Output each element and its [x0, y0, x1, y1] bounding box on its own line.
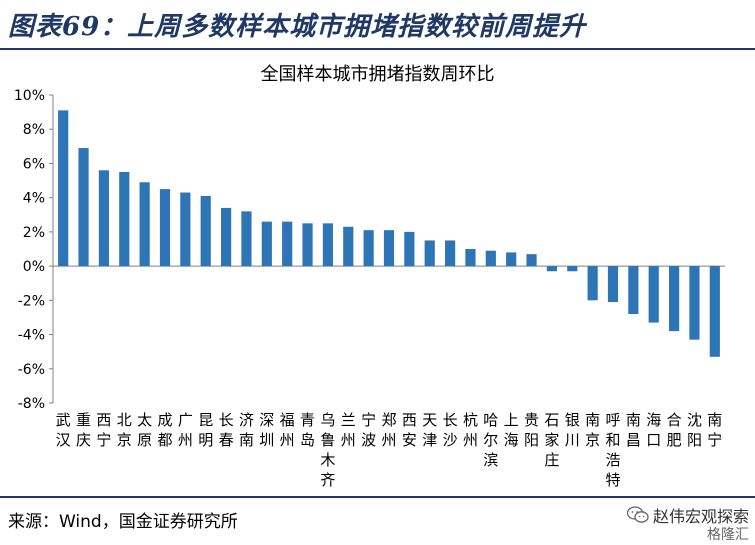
- x-tick-label: 武汉: [56, 411, 71, 449]
- figure-title: 图表69：上周多数样本城市拥堵指数较前周提升: [8, 12, 587, 42]
- y-tick-label: -2%: [18, 293, 45, 309]
- bar: [200, 195, 211, 267]
- y-tick-label: -8%: [18, 396, 45, 412]
- x-tick-label: 贵阳: [524, 411, 539, 449]
- bar: [465, 249, 476, 267]
- bar: [404, 231, 415, 267]
- bar: [302, 223, 313, 267]
- watermark: 赵伟宏观探索: [626, 503, 749, 527]
- bar: [58, 110, 69, 267]
- bar: [98, 170, 109, 267]
- x-tick-label: 长春: [219, 411, 234, 449]
- x-tick-label: 北京: [117, 411, 132, 449]
- x-tick-label: 呼和浩特: [605, 411, 620, 489]
- x-tick-label: 杭州: [463, 411, 478, 449]
- x-tick-label: 成都: [157, 411, 172, 449]
- bar: [607, 266, 619, 303]
- bar: [709, 266, 720, 357]
- x-tick-label: 乌鲁木齐: [320, 411, 335, 489]
- y-tick-label: 10%: [14, 88, 45, 104]
- x-tick-label: 石家庄: [544, 411, 559, 469]
- x-tick-label: 深圳: [259, 411, 274, 449]
- x-tick-label: 济南: [239, 411, 254, 449]
- bar: [221, 207, 232, 267]
- bar: [78, 148, 89, 267]
- y-tick-label: 6%: [23, 156, 45, 172]
- bar: [282, 221, 293, 267]
- x-tick-label: 沈阳: [687, 411, 702, 449]
- x-tick-label: 天津: [422, 411, 437, 449]
- x-tick-label: 合肥: [667, 411, 682, 449]
- x-tick-label: 郑州: [381, 411, 396, 449]
- x-tick-label: 青岛: [300, 411, 315, 449]
- bar: [363, 230, 374, 267]
- y-tick-label: 0%: [23, 259, 45, 275]
- x-tick-label: 海口: [646, 411, 661, 449]
- bar: [180, 192, 191, 267]
- y-tick-label: 4%: [23, 191, 45, 207]
- x-tick-label: 兰州: [341, 411, 356, 449]
- title-divider: [0, 48, 755, 50]
- bar: [546, 266, 557, 272]
- x-tick-label: 宁波: [361, 411, 376, 449]
- bar: [139, 182, 150, 267]
- x-tick-label: 南昌: [626, 411, 641, 449]
- watermark-text: 赵伟宏观探索: [652, 507, 749, 526]
- x-tick-label: 广州: [178, 411, 193, 449]
- y-tick-label: 8%: [23, 122, 45, 138]
- bar: [445, 240, 456, 267]
- x-tick-label: 南宁: [707, 411, 722, 449]
- bar-chart: 10% 8% 6% 4% 2% 0% -2% -4% -6% -8% 武汉重庆西宁北京太原成都广州昆…: [14, 88, 725, 489]
- x-tick-label: 福州: [280, 411, 295, 449]
- bar: [383, 230, 395, 267]
- bar: [628, 266, 639, 315]
- x-tick-label: 哈尔滨: [483, 411, 498, 469]
- bar: [322, 223, 333, 267]
- bar: [241, 211, 252, 267]
- bar: [485, 250, 496, 267]
- bar: [159, 189, 171, 267]
- bar: [506, 252, 517, 267]
- y-tick-label: 2%: [23, 225, 45, 241]
- bar: [669, 266, 680, 332]
- x-tick-label: 重庆: [76, 411, 91, 449]
- footer-divider: [0, 496, 755, 498]
- y-tick-label: -4%: [18, 328, 45, 344]
- x-tick-label: 长沙: [443, 411, 458, 449]
- bar: [119, 172, 130, 267]
- x-tick-label: 昆明: [198, 411, 213, 449]
- watermark-sub: 格隆汇: [707, 527, 749, 543]
- x-tick-label: 太原: [137, 411, 152, 449]
- x-tick-label: 西安: [402, 411, 417, 449]
- chart-title: 全国样本城市拥堵指数周环比: [260, 64, 495, 85]
- bar: [526, 254, 537, 267]
- bar: [567, 266, 578, 272]
- x-tick-label: 西宁: [96, 411, 111, 449]
- y-tick-label: -6%: [18, 362, 45, 378]
- bar: [689, 266, 700, 340]
- bar: [587, 266, 598, 301]
- x-tick-label: 银川: [565, 411, 580, 449]
- bar: [343, 226, 354, 267]
- bar: [261, 221, 272, 267]
- x-tick-label: 南京: [585, 411, 600, 449]
- x-tick-label: 上海: [504, 411, 519, 449]
- bar: [648, 266, 659, 323]
- wechat-icon: [626, 506, 649, 523]
- bar: [424, 240, 435, 267]
- source-note: 来源：Wind，国金证券研究所: [8, 512, 238, 532]
